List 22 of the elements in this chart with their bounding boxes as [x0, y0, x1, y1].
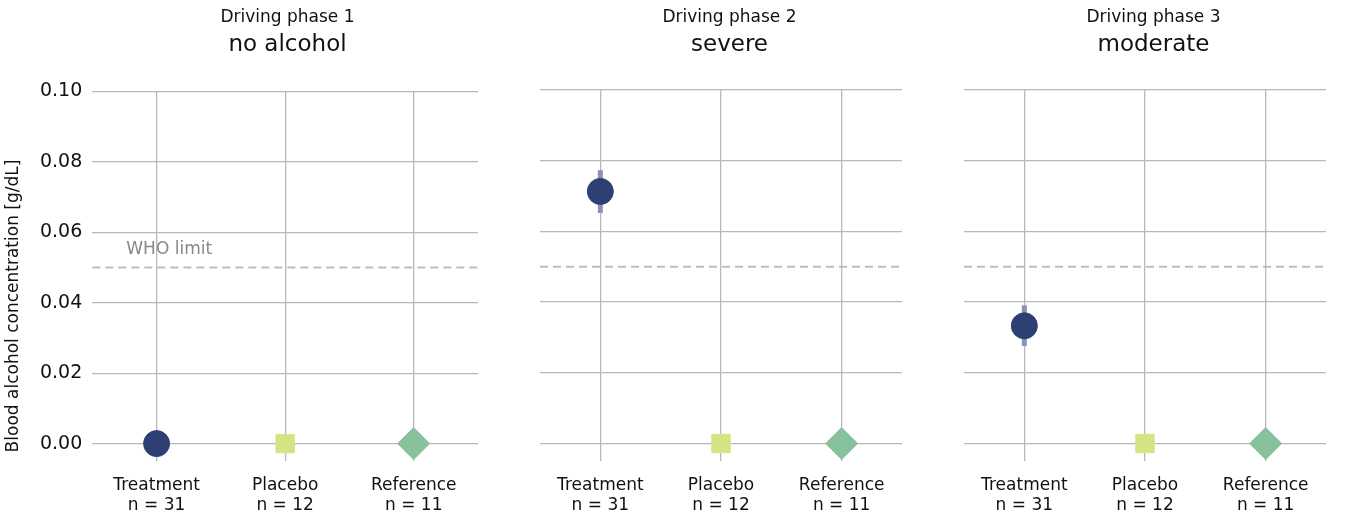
y-axis-title: Blood alcohol concentration [g/dL] [2, 159, 22, 453]
y-tick-label: 0.10 [39, 78, 83, 101]
chart-subtitle: Driving phase 1 [219, 6, 356, 28]
y-tick-label: 0.06 [39, 219, 83, 242]
x-tick-label: Reference n = 11 [1222, 473, 1309, 515]
y-tick-label: 0.02 [39, 360, 83, 383]
chart-subtitle: Driving phase 3 [1085, 6, 1222, 28]
y-tick-label: 0.00 [39, 430, 83, 453]
x-tick-label: Placebo n = 12 [687, 473, 755, 515]
y-tick-label: 0.04 [39, 289, 83, 312]
x-tick-label: Treatment n = 31 [112, 473, 201, 515]
x-tick-label: Placebo n = 12 [251, 473, 319, 515]
x-tick-label: Reference n = 11 [798, 473, 885, 515]
x-tick-label: Reference n = 11 [370, 473, 457, 515]
y-tick-label: 0.08 [39, 148, 83, 171]
x-tick-label: Treatment n = 31 [980, 473, 1068, 515]
chart-title: severe [690, 30, 769, 58]
chart-title: moderate [1096, 30, 1211, 58]
x-tick-label: Placebo n = 12 [1111, 473, 1179, 515]
chart-title: no alcohol [227, 30, 348, 58]
x-tick-label: Treatment n = 31 [556, 473, 644, 515]
chart-subtitle: Driving phase 2 [661, 6, 798, 28]
